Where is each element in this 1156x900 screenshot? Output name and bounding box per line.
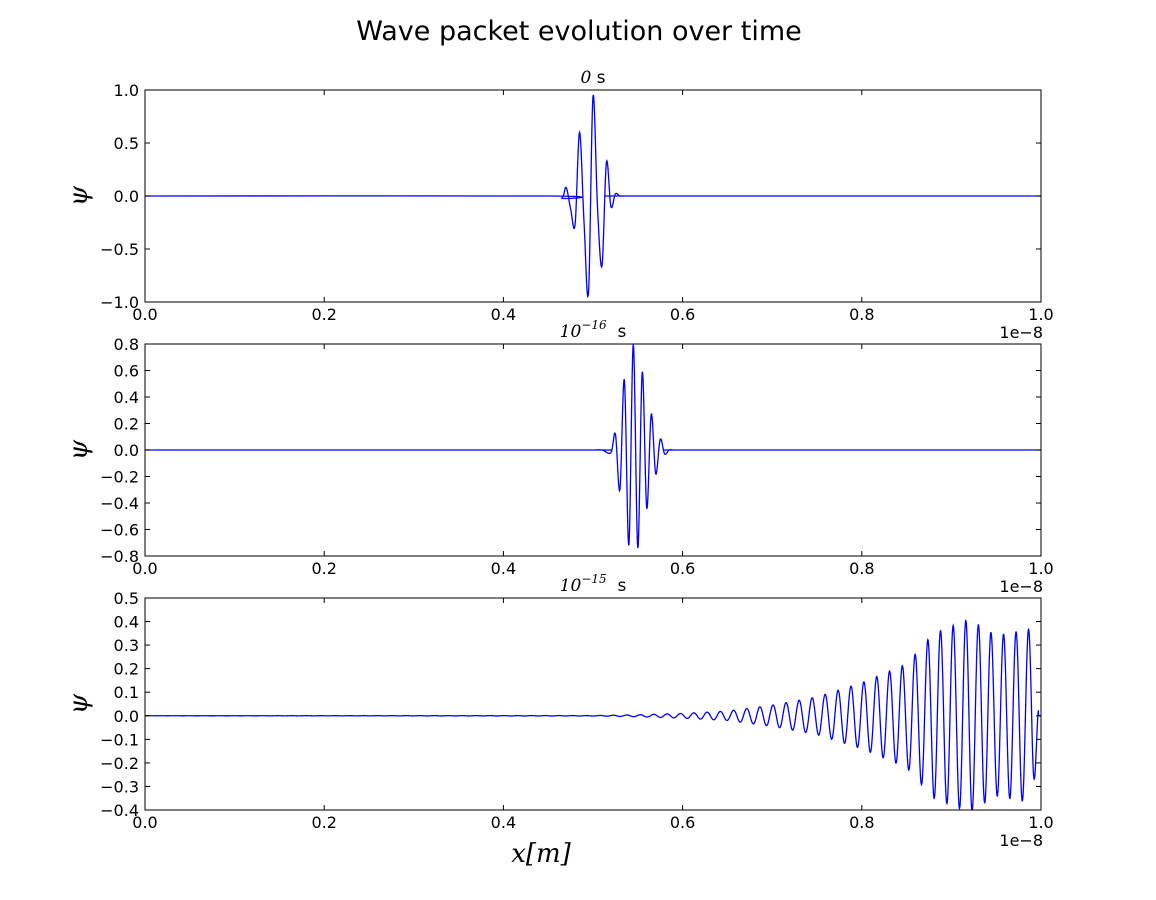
y-tick-label: −0.2 (100, 754, 139, 773)
x-tick-label: 0.2 (311, 559, 336, 578)
y-tick-label: −0.4 (100, 494, 139, 513)
subplot-title: 10−15 s (560, 572, 627, 596)
x-tick-label: 0.0 (132, 559, 157, 578)
y-tick-label: 0.0 (114, 187, 139, 206)
subplot-title: 0 s (580, 68, 605, 88)
subplot-2: 0.0 0.2 0.4 0.6 0.8 1.0 −0.8 −0.6 −0.4 −0.2 0.0 0.2… (64, 318, 1054, 596)
y-tick-label: −0.5 (100, 240, 139, 259)
y-tick-label: 0.0 (114, 441, 139, 460)
y-tick-label: 0.2 (114, 660, 139, 679)
series-line-3 (145, 618, 1041, 810)
y-tick-label: −0.6 (100, 521, 139, 540)
y-tick-label: 0.5 (114, 589, 139, 608)
x-offset-label: 1e−8 (999, 323, 1043, 342)
subplot-1: 0.0 0.2 0.4 0.6 0.8 1.0−1.0−0.50.00.51.01e−8ψ… (64, 68, 1054, 342)
y-tick-label: −1.0 (100, 293, 139, 312)
y-tick-label: −0.3 (100, 777, 139, 796)
x-tick-label: 1.0 (1028, 305, 1053, 324)
y-tick-label: −0.4 (100, 801, 139, 820)
x-tick-label: 0.4 (491, 305, 516, 324)
y-tick-label: 0.4 (114, 613, 139, 632)
x-tick-label: 1.0 (1028, 813, 1053, 832)
y-tick-label: 0.3 (114, 636, 139, 655)
y-tick-label: −0.2 (100, 468, 139, 487)
figure-title: Wave packet evolution over time (356, 16, 802, 47)
x-tick-label: 0.8 (849, 305, 874, 324)
subplot-3: 0.0 0.2 0.4 0.6 0.8 1.0 −0.4 −0.3 −0.2 −0.1 0.0 0.1… (64, 572, 1054, 869)
x-axis-label: x[m] (511, 839, 571, 869)
series-line-1 (145, 94, 1041, 298)
y-tick-label: 0.6 (114, 362, 139, 381)
subplot-title: 10−16 s (560, 318, 627, 342)
y-tick-label: −0.8 (100, 547, 139, 566)
y-tick-label: 0.0 (114, 707, 139, 726)
x-tick-label: 0.4 (491, 559, 516, 578)
x-offset-label: 1e−8 (999, 577, 1043, 596)
x-tick-label: 0.6 (670, 559, 695, 578)
y-tick-label: 0.4 (114, 388, 139, 407)
y-axis-label: ψ (64, 185, 94, 206)
series-line-2 (145, 344, 1041, 549)
x-tick-label: 0.6 (670, 813, 695, 832)
y-tick-label: 0.2 (114, 415, 139, 434)
y-axis-label: ψ (64, 693, 94, 714)
x-offset-label: 1e−8 (999, 831, 1043, 850)
x-tick-label: 0.0 (132, 813, 157, 832)
y-tick-label: −0.1 (100, 730, 139, 749)
y-tick-label: 0.5 (114, 134, 139, 153)
y-axis-label: ψ (64, 439, 94, 460)
y-tick-label: 0.8 (114, 335, 139, 354)
y-tick-label: 1.0 (114, 81, 139, 100)
x-tick-label: 0.2 (311, 813, 336, 832)
x-tick-label: 0.6 (670, 305, 695, 324)
x-tick-label: 0.2 (311, 305, 336, 324)
x-tick-label: 0.8 (849, 813, 874, 832)
x-tick-label: 0.4 (491, 813, 516, 832)
x-tick-label: 0.8 (849, 559, 874, 578)
x-tick-label: 0.0 (132, 305, 157, 324)
subplots: 0.0 0.2 0.4 0.6 0.8 1.0−1.0−0.50.00.51.01e−8ψ… (64, 68, 1054, 869)
axes-frame-3 (144, 597, 1042, 811)
y-tick-label: 0.1 (114, 683, 139, 702)
x-tick-label: 1.0 (1028, 559, 1053, 578)
